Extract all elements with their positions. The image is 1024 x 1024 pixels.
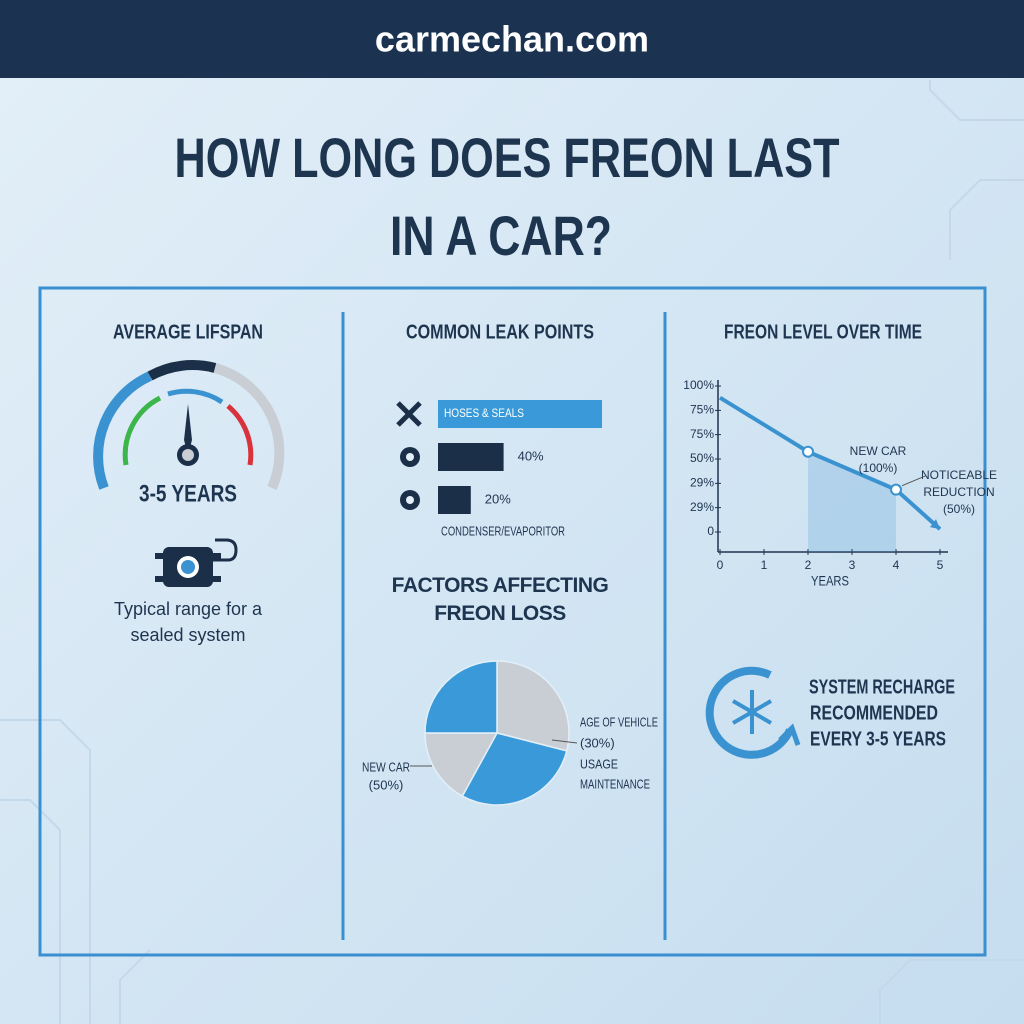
y-tick-label: 100% — [683, 378, 714, 392]
y-tick-label: 29% — [690, 476, 714, 490]
slice-label: NEW CAR — [362, 759, 410, 774]
circuit-decor — [0, 80, 1024, 1024]
slice-label: AGE OF VEHICLE — [580, 714, 658, 729]
category-label: HOSES & SEALS — [444, 406, 524, 420]
tool-icons — [396, 401, 422, 510]
x-axis-label: YEARS — [811, 573, 849, 589]
chart-title: FREON LEVEL OVER TIME — [724, 321, 922, 343]
data-line — [718, 395, 942, 531]
value-label: 20% — [485, 491, 511, 506]
panel-heading: AVERAGE LIFSPAN — [113, 321, 263, 343]
y-tick-label: 75% — [690, 403, 714, 417]
caption: sealed system — [130, 625, 245, 645]
pie-slice — [424, 732, 499, 798]
header-bar — [0, 0, 1024, 78]
y-tick-label: 29% — [690, 500, 714, 514]
category-label: CONDENSER/EVAPORITOR — [441, 523, 565, 538]
title-line: IN A CAR? — [390, 204, 612, 267]
x-tick-label: 0 — [717, 558, 724, 572]
x-tick-label: 1 — [761, 558, 768, 572]
caption: Typical range for a — [114, 599, 263, 619]
y-tick-label: 0 — [707, 524, 714, 538]
bar — [438, 443, 504, 471]
bar — [438, 400, 602, 428]
bar — [438, 486, 471, 514]
y-tick-label: 50% — [690, 451, 714, 465]
title-line: HOW LONG DOES FREON LAST — [175, 126, 840, 189]
gauge — [93, 360, 285, 490]
lifespan-value: 3-5 YEARS — [139, 480, 237, 507]
pie-slice — [424, 660, 498, 734]
recharge-icon — [705, 666, 801, 759]
x-tick-label: 5 — [937, 558, 944, 572]
compressor-icon — [155, 538, 238, 587]
pie-slice — [496, 660, 570, 752]
point-marker — [802, 445, 814, 458]
chart-title: COMMON LEAK POINTS — [406, 321, 594, 343]
point-annotation: NOTICEABLE — [921, 468, 997, 482]
point-annotation: (50%) — [943, 502, 975, 516]
slice-annotation: (30%) — [580, 735, 615, 750]
point-annotation: REDUCTION — [923, 485, 994, 499]
x-tick-label: 3 — [849, 558, 856, 572]
recharge-text: RECOMMENDED — [810, 702, 938, 724]
point-marker — [890, 483, 902, 496]
recharge-text: SYSTEM RECHARGE — [809, 676, 955, 698]
pie-slice — [461, 732, 568, 806]
point-annotation: (100%) — [859, 461, 898, 475]
pie-title: FACTORS AFFECTING FREON LOSS — [391, 574, 609, 625]
x-tick-label: 4 — [893, 558, 900, 572]
recharge-text: EVERY 3-5 YEARS — [810, 728, 946, 750]
leader-line — [551, 739, 578, 744]
y-tick-label: 75% — [690, 427, 714, 441]
slice-label: MAINTENANCE — [580, 776, 650, 791]
point-annotation: NEW CAR — [850, 444, 907, 458]
value-label: 40% — [518, 448, 544, 463]
site-name: carmechan.com — [375, 19, 649, 60]
x-tick-label: 2 — [805, 558, 812, 572]
highlight-area — [808, 451, 896, 552]
panel-frame — [38, 286, 987, 957]
arrow-head — [930, 519, 940, 530]
slice-label: USAGE — [580, 756, 618, 771]
slice-annotation: (50%) — [369, 777, 404, 792]
annotation-leader — [901, 475, 927, 487]
